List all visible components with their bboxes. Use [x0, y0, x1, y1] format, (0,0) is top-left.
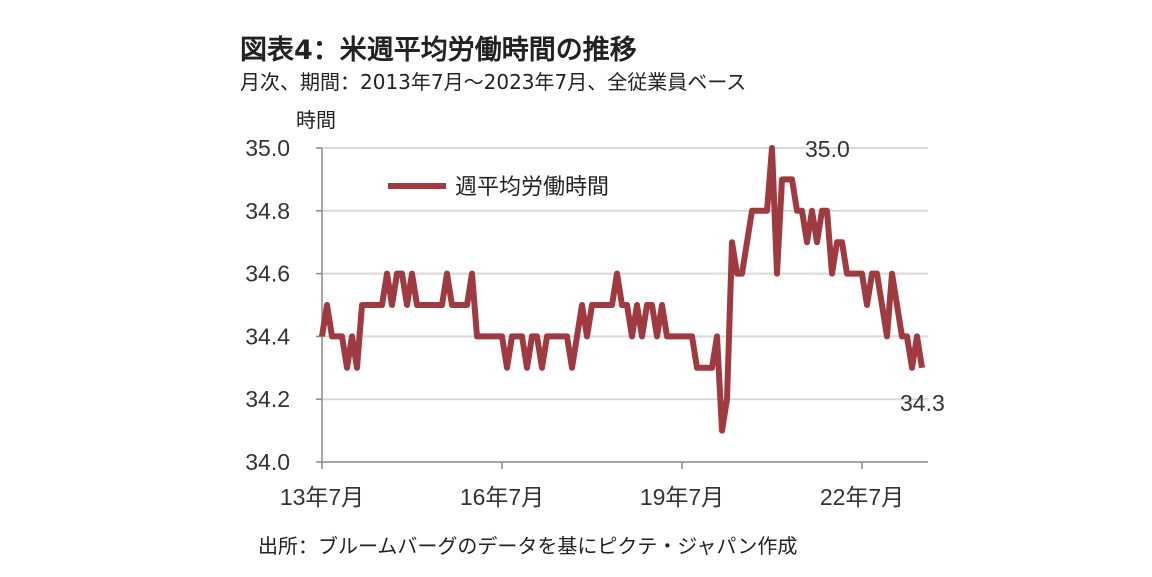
y-axis-label: 時間 [296, 108, 336, 132]
annotation-max: 35.0 [805, 136, 850, 162]
y-tick-label: 34.6 [245, 261, 290, 287]
x-tick-label: 22年7月 [820, 484, 904, 510]
y-tick-label: 34.4 [245, 323, 290, 349]
legend-label: 週平均労働時間 [455, 175, 609, 200]
annotation-last: 34.3 [900, 390, 945, 416]
series-line [319, 145, 925, 434]
x-tick-label: 16年7月 [460, 484, 544, 510]
chart-title: 図表4：米週平均労働時間の推移 [240, 35, 637, 66]
y-tick-label: 34.0 [245, 449, 290, 475]
y-tick-label: 34.2 [245, 386, 290, 412]
chart-subtitle: 月次、期間：2013年7月～2023年7月、全従業員ベース [240, 70, 747, 94]
source-note: 出所：ブルームバーグのデータを基にピクテ・ジャパン作成 [258, 534, 798, 558]
x-tick-label: 19年7月 [640, 484, 724, 510]
x-tick-label: 13年7月 [280, 484, 364, 510]
y-tick-label: 35.0 [245, 135, 290, 161]
y-tick-label: 34.8 [245, 198, 290, 224]
